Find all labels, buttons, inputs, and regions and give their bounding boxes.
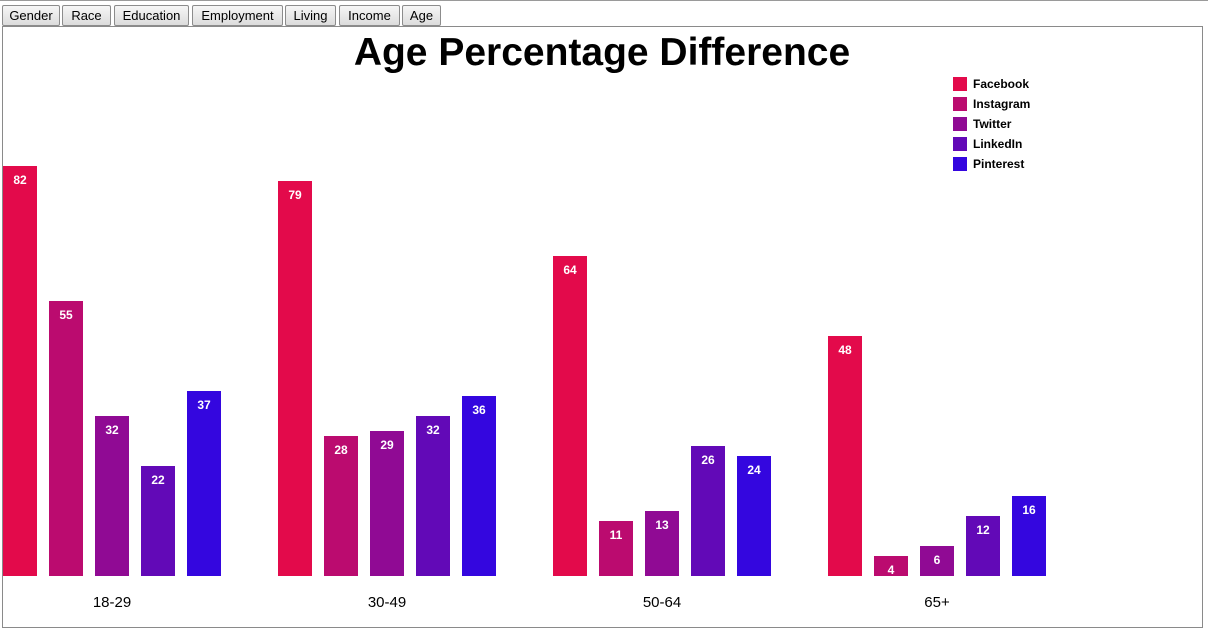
legend-label: Facebook <box>973 77 1029 91</box>
bar-twitter-65+ <box>920 546 954 576</box>
age-bar-chart: Age Percentage Difference Facebook Instag… <box>3 31 1046 611</box>
bar-twitter-18-29 <box>95 416 129 576</box>
bar-value-label: 32 <box>426 423 440 437</box>
bar-pinterest-50-64 <box>737 456 771 576</box>
legend-label: LinkedIn <box>973 137 1022 151</box>
tab-living[interactable]: Living <box>285 5 336 26</box>
tab-race[interactable]: Race <box>62 5 111 26</box>
bar-value-label: 64 <box>563 263 577 277</box>
bar-value-label: 26 <box>701 453 715 467</box>
bar-pinterest-18-29 <box>187 391 221 576</box>
bar-facebook-65+ <box>828 336 862 576</box>
legend-swatch <box>953 137 967 151</box>
bar-pinterest-30-49 <box>462 396 496 576</box>
bar-linkedin-30-49 <box>416 416 450 576</box>
bar-twitter-50-64 <box>645 511 679 576</box>
bar-linkedin-18-29 <box>141 466 175 576</box>
category-label: 30-49 <box>368 594 406 611</box>
bar-value-label: 24 <box>747 463 761 477</box>
tab-employment[interactable]: Employment <box>192 5 283 26</box>
tab-income[interactable]: Income <box>339 5 400 26</box>
bar-value-label: 55 <box>59 308 73 322</box>
bar-value-label: 12 <box>976 523 990 537</box>
bar-value-label: 79 <box>288 188 302 202</box>
bar-facebook-30-49 <box>278 181 312 576</box>
bar-linkedin-50-64 <box>691 446 725 576</box>
bar-value-label: 28 <box>334 443 348 457</box>
bar-value-label: 36 <box>472 403 486 417</box>
chart-title: Age Percentage Difference <box>354 31 850 74</box>
bar-linkedin-65+ <box>966 516 1000 576</box>
bar-instagram-18-29 <box>49 301 83 576</box>
tab-age[interactable]: Age <box>402 5 441 26</box>
category-label: 18-29 <box>93 594 131 611</box>
bar-value-label: 32 <box>105 423 119 437</box>
category-label: 65+ <box>924 594 950 611</box>
bar-instagram-65+ <box>874 556 908 576</box>
bar-value-label: 6 <box>934 553 941 567</box>
chart-panel: Age Percentage Difference Facebook Instag… <box>2 26 1203 628</box>
legend-label: Instagram <box>973 97 1030 111</box>
tab-gender[interactable]: Gender <box>2 5 60 26</box>
legend-swatch <box>953 157 967 171</box>
bar-twitter-30-49 <box>370 431 404 576</box>
legend-swatch <box>953 117 967 131</box>
bar-facebook-18-29 <box>3 166 37 576</box>
bar-value-label: 48 <box>838 343 852 357</box>
bar-value-label: 13 <box>655 518 669 532</box>
bar-pinterest-65+ <box>1012 496 1046 576</box>
legend-label: Pinterest <box>973 157 1024 171</box>
top-divider <box>0 0 1208 1</box>
bar-value-label: 22 <box>151 473 165 487</box>
bar-value-label: 82 <box>13 173 27 187</box>
bar-value-label: 4 <box>888 563 895 577</box>
bar-instagram-50-64 <box>599 521 633 576</box>
legend-label: Twitter <box>973 117 1012 131</box>
legend-swatch <box>953 77 967 91</box>
bar-value-label: 11 <box>610 528 623 542</box>
legend: Facebook Instagram Twitter LinkedIn Pinteres… <box>953 77 1030 171</box>
bar-value-label: 37 <box>197 398 211 412</box>
bar-value-label: 16 <box>1022 503 1036 517</box>
bar-facebook-50-64 <box>553 256 587 576</box>
legend-swatch <box>953 97 967 111</box>
bars: 82 55 32 22 37 79 28 29 32 36 64 11 13 26 24 48 4 6 12 16 <box>3 166 1046 577</box>
category-label: 50-64 <box>643 594 681 611</box>
tab-education[interactable]: Education <box>114 5 189 26</box>
bar-instagram-30-49 <box>324 436 358 576</box>
bar-value-label: 29 <box>380 438 394 452</box>
category-axis-labels: 18-29 30-49 50-64 65+ <box>93 594 950 611</box>
